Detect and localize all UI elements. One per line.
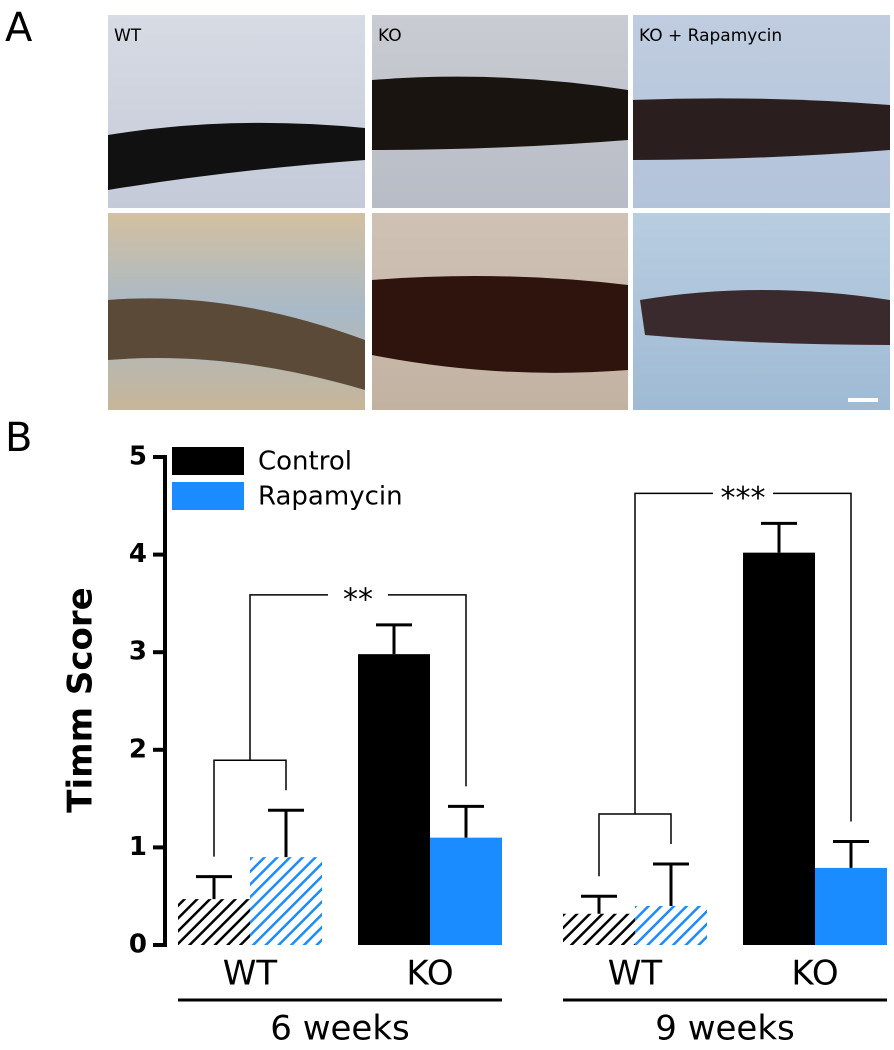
panel-label: B bbox=[5, 415, 32, 461]
image-band bbox=[108, 122, 365, 190]
error-bar bbox=[581, 894, 617, 914]
error-bar bbox=[653, 862, 689, 906]
bracket bbox=[634, 492, 852, 822]
y-tick-label: 4 bbox=[129, 539, 147, 569]
bracket bbox=[249, 594, 467, 787]
error-bar bbox=[268, 808, 304, 858]
bar bbox=[743, 552, 815, 945]
error-bar bbox=[448, 804, 484, 838]
image-label: KO bbox=[378, 26, 402, 46]
significance: *** bbox=[721, 481, 766, 516]
legend-swatch bbox=[172, 482, 244, 510]
y-axis-label: Timm Score bbox=[61, 587, 101, 812]
image-band bbox=[640, 290, 890, 345]
y-tick-label: 3 bbox=[129, 637, 147, 667]
bar bbox=[430, 837, 502, 945]
error-bar bbox=[761, 521, 797, 553]
image-label: KO + Rapamycin bbox=[639, 26, 782, 46]
legend-label: Rapamycin bbox=[258, 482, 403, 512]
y-tick-label: 0 bbox=[129, 930, 147, 960]
group-label: 6 weeks bbox=[270, 1009, 410, 1049]
bar bbox=[563, 913, 635, 945]
x-tick-label: KO bbox=[406, 954, 453, 994]
error-bar bbox=[196, 875, 232, 900]
bar bbox=[250, 857, 322, 945]
y-tick-label: 2 bbox=[129, 734, 147, 764]
bracket bbox=[213, 759, 287, 857]
image-band bbox=[372, 276, 628, 373]
bar bbox=[635, 905, 707, 945]
legend-label: Control bbox=[258, 447, 352, 477]
micrographs bbox=[108, 15, 890, 410]
x-tick-label: WT bbox=[608, 954, 663, 994]
significance: ** bbox=[343, 582, 373, 617]
error-bar bbox=[376, 623, 412, 655]
group-label: 9 weeks bbox=[655, 1009, 795, 1049]
x-tick-label: WT bbox=[223, 954, 278, 994]
error-bar bbox=[833, 840, 869, 868]
y-tick-label: 5 bbox=[129, 442, 147, 472]
legend-swatch bbox=[172, 447, 244, 475]
image-band bbox=[372, 76, 628, 150]
bar bbox=[815, 867, 887, 945]
bar bbox=[358, 654, 430, 945]
image-band bbox=[633, 98, 890, 160]
y-tick-label: 1 bbox=[129, 832, 147, 862]
x-tick-label: KO bbox=[791, 954, 838, 994]
bar bbox=[178, 899, 250, 945]
image-band bbox=[108, 298, 365, 390]
panel-label: A bbox=[5, 5, 33, 51]
image-label: WT bbox=[114, 26, 142, 46]
bracket bbox=[598, 813, 672, 877]
